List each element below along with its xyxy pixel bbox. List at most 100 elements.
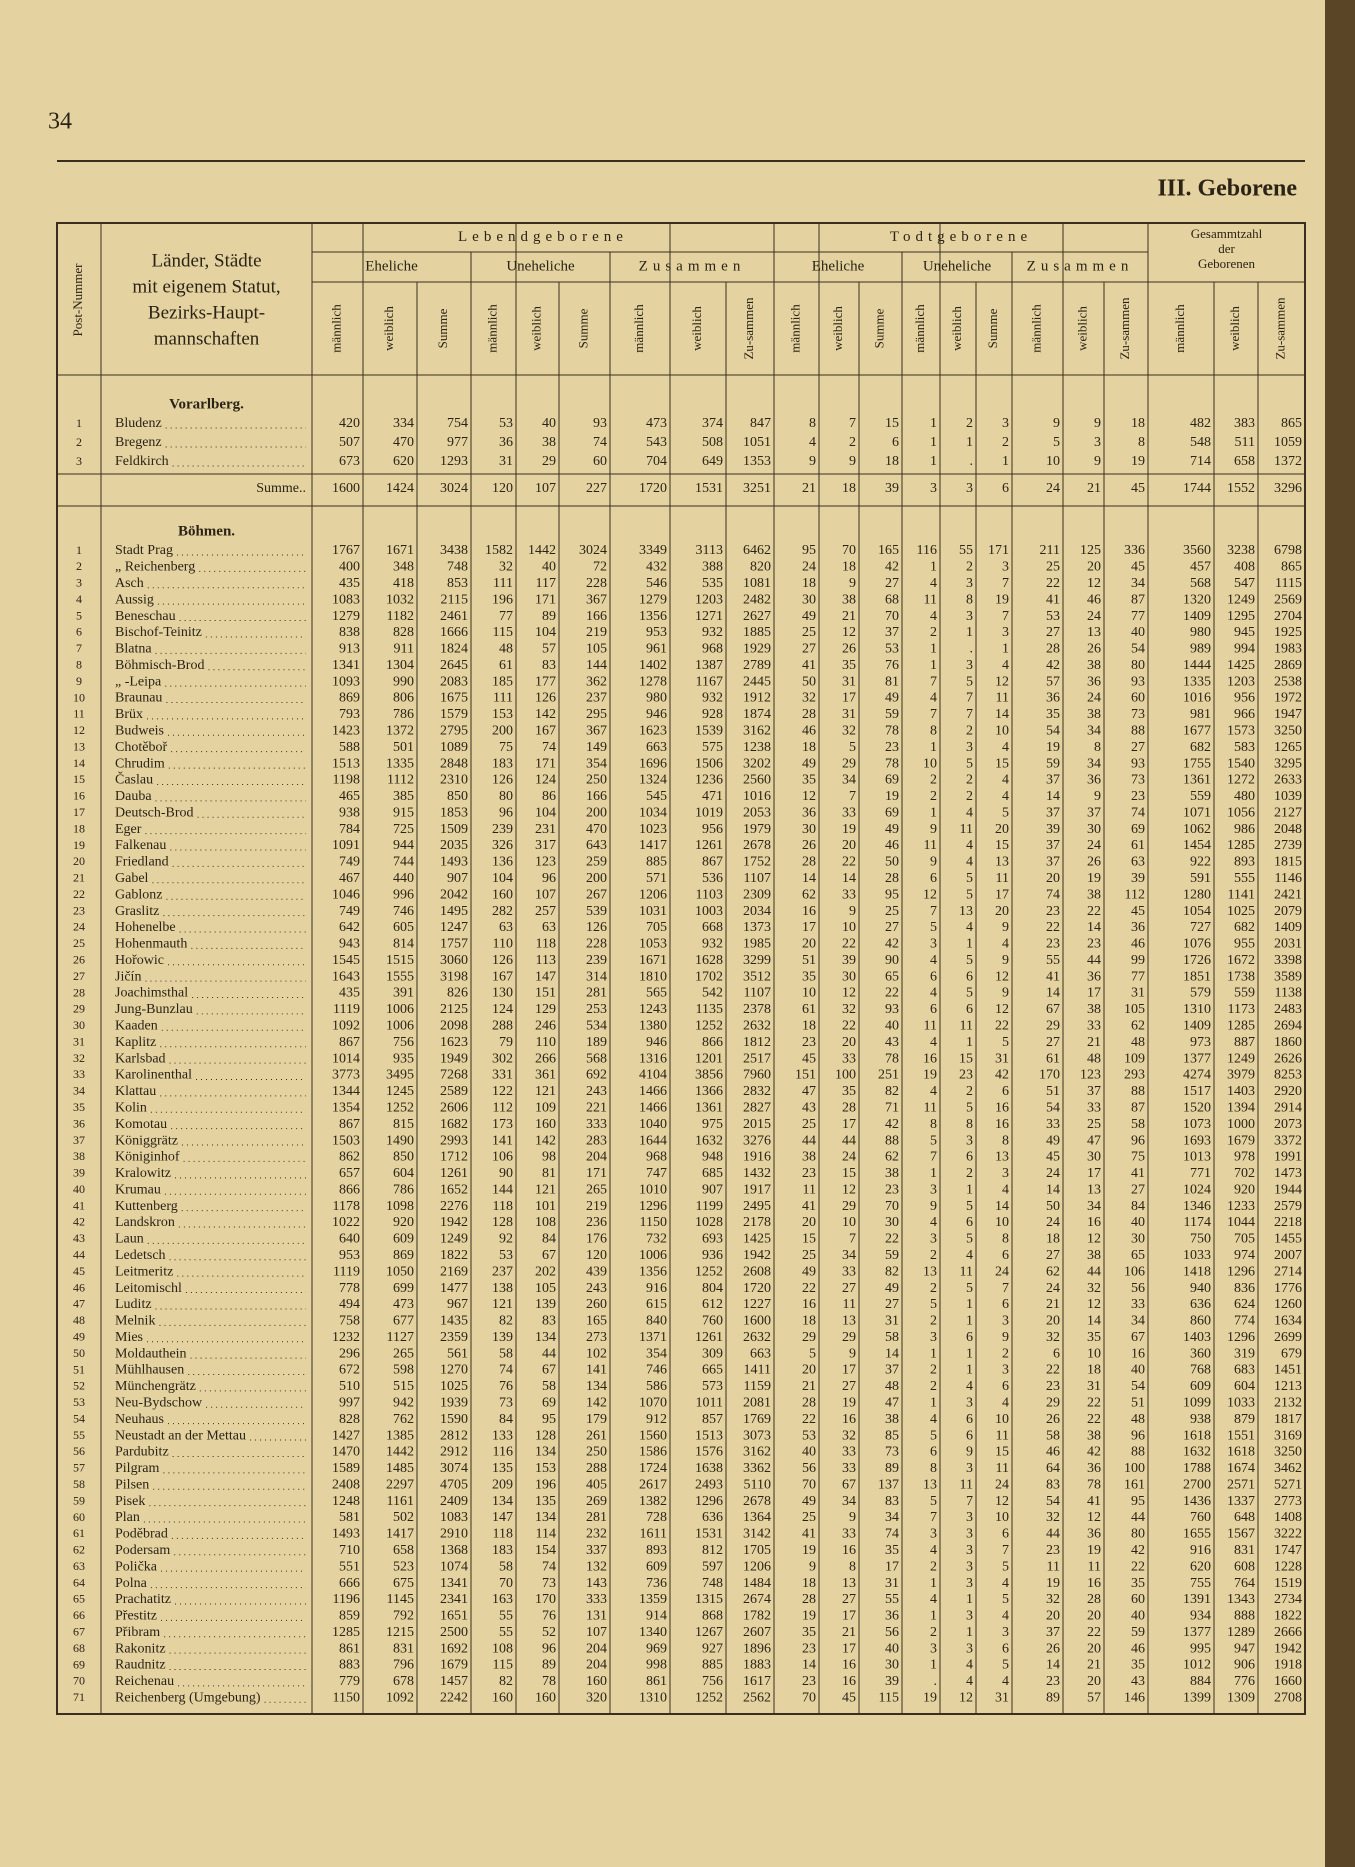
- cell-value: 502: [393, 1510, 414, 1525]
- cell-value: 27: [1046, 1035, 1060, 1050]
- cell-value: 24: [1046, 1166, 1060, 1181]
- cell-value: 4104: [639, 1068, 667, 1083]
- cell-value: 1056: [1227, 805, 1255, 820]
- cell-value: 418: [393, 576, 414, 591]
- cell-value: 1356: [639, 609, 667, 624]
- cell-value: 6: [930, 1445, 937, 1460]
- cell-value: 2678: [743, 838, 771, 853]
- cell-value: 7: [930, 674, 937, 689]
- cell-value: 2421: [1274, 887, 1302, 902]
- cell-value: 1236: [695, 773, 723, 788]
- cell-value: 857: [702, 1412, 723, 1427]
- cell-value: 27: [885, 576, 899, 591]
- cell-value: 334: [393, 416, 414, 431]
- cell-value: 2562: [743, 1691, 771, 1706]
- row-number: 52: [73, 1379, 85, 1393]
- cell-value: 41: [802, 658, 816, 673]
- cell-value: 15: [842, 1166, 856, 1181]
- cell-value: 27: [1131, 1182, 1145, 1197]
- cell-value: 20: [1046, 1314, 1060, 1329]
- cell-value: 2408: [332, 1477, 360, 1492]
- cell-value: 5: [966, 887, 973, 902]
- cell-value: 139: [535, 1297, 556, 1312]
- cell-value: 1726: [1183, 953, 1211, 968]
- cell-value: 1519: [1274, 1576, 1302, 1591]
- cell-value: 31: [885, 1576, 899, 1591]
- cell-value: 14: [1087, 920, 1101, 935]
- cell-value: 675: [393, 1576, 414, 1591]
- cell-value: 59: [1046, 756, 1060, 771]
- cell-value: 1752: [743, 855, 771, 870]
- cell-value: 2607: [743, 1625, 771, 1640]
- cell-value: 45: [1131, 560, 1145, 575]
- cell-value: 1380: [639, 1019, 667, 1034]
- cell-value: 20: [1087, 1674, 1101, 1689]
- cell-value: 204: [586, 1658, 607, 1673]
- column-header: Zu-sammen: [1272, 297, 1287, 360]
- cell-value: 200: [586, 805, 607, 820]
- cell-value: 26: [1046, 1641, 1060, 1656]
- cell-value: 1071: [1183, 805, 1211, 820]
- cell-value: 9: [809, 1559, 816, 1574]
- cell-value: 89: [542, 609, 556, 624]
- cell-value: 1477: [440, 1281, 468, 1296]
- cell-value: 672: [339, 1363, 360, 1378]
- cell-value: 1119: [333, 1002, 360, 1017]
- cell-value: 37: [885, 1363, 899, 1378]
- cell-value: 2666: [1274, 1625, 1302, 1640]
- cell-value: 41: [1131, 1166, 1145, 1181]
- cell-value: 99: [1131, 953, 1145, 968]
- cell-value: 5: [966, 674, 973, 689]
- cell-value: 42: [885, 1117, 899, 1132]
- cell-value: 536: [702, 871, 723, 886]
- row-name: Kuttenberg: [115, 1199, 178, 1214]
- cell-value: 2694: [1274, 1019, 1302, 1034]
- cell-value: 507: [339, 435, 360, 450]
- cell-value: 920: [1234, 1182, 1255, 1197]
- cell-value: 3251: [743, 481, 771, 496]
- row-name: Chrudim: [115, 756, 165, 771]
- cell-value: 360: [1190, 1346, 1211, 1361]
- cell-value: 3: [930, 937, 937, 952]
- cell-value: 728: [646, 1510, 667, 1525]
- cell-value: 36: [1087, 674, 1101, 689]
- cell-value: 239: [586, 953, 607, 968]
- cell-value: 296: [339, 1346, 360, 1361]
- row-name: Böhmisch-Brod: [115, 658, 204, 673]
- cell-value: 778: [339, 1281, 360, 1296]
- cell-value: 1146: [1275, 871, 1302, 886]
- cell-value: 1119: [333, 1264, 360, 1279]
- cell-value: 3: [1002, 625, 1009, 640]
- cell-value: 160: [535, 1117, 556, 1132]
- cell-value: 2: [930, 1281, 937, 1296]
- cell-value: 27: [842, 1281, 856, 1296]
- cell-value: 534: [586, 1019, 607, 1034]
- cell-value: 12: [923, 887, 937, 902]
- cell-value: 42: [1087, 1445, 1101, 1460]
- cell-value: 2708: [1274, 1691, 1302, 1706]
- cell-value: 1782: [743, 1609, 771, 1624]
- cell-value: 1947: [1274, 707, 1302, 722]
- cell-value: 3: [966, 609, 973, 624]
- cell-value: 6: [1053, 1346, 1060, 1361]
- section-name: Böhmen.: [178, 523, 235, 539]
- cell-value: 2: [966, 1084, 973, 1099]
- cell-value: 936: [702, 1248, 723, 1263]
- cell-value: 73: [1131, 773, 1145, 788]
- cell-value: 4: [966, 838, 973, 853]
- cell-value: 1000: [1227, 1117, 1255, 1132]
- cell-value: 88: [885, 1133, 899, 1148]
- cell-value: 134: [492, 1494, 513, 1509]
- cell-value: 1003: [695, 904, 723, 919]
- cell-value: 78: [885, 1051, 899, 1066]
- cell-value: 2571: [1227, 1477, 1255, 1492]
- cell-value: 3589: [1274, 969, 1302, 984]
- cell-value: 161: [1124, 1477, 1145, 1492]
- cell-value: 33: [1087, 1100, 1101, 1115]
- cell-value: 3: [930, 1330, 937, 1345]
- cell-value: 128: [535, 1428, 556, 1443]
- row-name: Kralowitz: [115, 1166, 171, 1181]
- cell-value: 758: [339, 1314, 360, 1329]
- cell-value: 612: [702, 1297, 723, 1312]
- cell-value: 112: [493, 1100, 513, 1115]
